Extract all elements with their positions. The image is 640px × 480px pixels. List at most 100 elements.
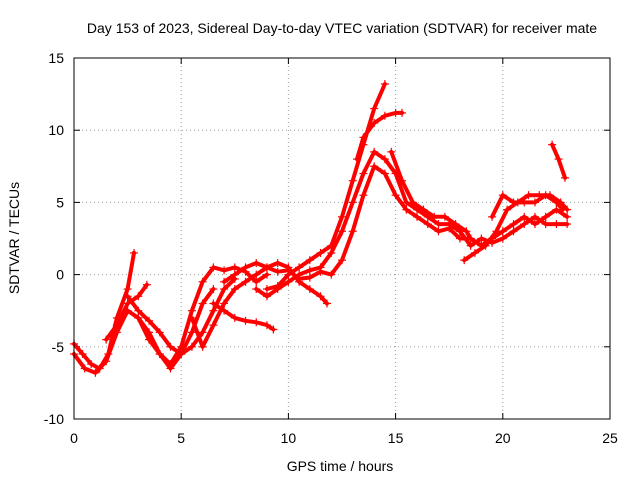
data-point (230, 285, 239, 294)
data-point (252, 318, 261, 327)
data-point (541, 212, 550, 221)
series-track (72, 250, 136, 371)
data-point (295, 270, 304, 279)
data-point (413, 212, 422, 221)
data-point (241, 263, 250, 272)
data-point (327, 241, 336, 250)
data-point (123, 299, 132, 308)
data-point (262, 321, 271, 330)
data-point (552, 220, 561, 229)
data-point (209, 299, 218, 308)
data-point (509, 227, 518, 236)
data-point (398, 108, 407, 117)
data-point (230, 270, 239, 279)
data-point (252, 270, 261, 279)
data-point (370, 118, 379, 127)
plot-frame (73, 57, 611, 420)
data-point (524, 191, 533, 200)
series-track-8 (220, 259, 331, 308)
series-track-14 (488, 191, 567, 221)
data-point (220, 266, 229, 275)
data-point (470, 248, 479, 257)
y-tick-label: 15 (48, 50, 64, 66)
x-tick-label: 10 (281, 430, 297, 446)
data-point (262, 270, 271, 279)
y-tick-label: -10 (44, 411, 64, 427)
data-point (462, 227, 471, 236)
data-point (408, 198, 417, 207)
data-point (316, 263, 325, 272)
series-track-12 (387, 147, 475, 243)
data-point (78, 350, 87, 359)
data-point (220, 277, 229, 286)
data-point (430, 212, 439, 221)
data-point (391, 191, 400, 200)
data-point (348, 176, 357, 185)
series-track (265, 82, 387, 291)
data-point (509, 220, 518, 229)
x-tick-label: 5 (177, 430, 185, 446)
data-point (284, 263, 293, 272)
y-tick-label: -5 (52, 339, 65, 355)
data-point (541, 220, 550, 229)
x-tick-label: 15 (388, 430, 404, 446)
data-point (548, 140, 557, 149)
data-point (230, 313, 239, 322)
data-point (198, 299, 207, 308)
data-point (305, 266, 314, 275)
data-point (530, 220, 539, 229)
data-point (338, 227, 346, 236)
data-point (402, 205, 411, 214)
data-point (284, 277, 293, 286)
data-point (209, 321, 218, 330)
data-point (380, 155, 389, 164)
data-point (230, 263, 239, 272)
data-point (241, 316, 250, 325)
data-point (262, 285, 271, 294)
data-point (541, 191, 550, 200)
data-point (316, 248, 325, 257)
data-point (145, 316, 154, 325)
data-point (563, 220, 572, 229)
data-point (477, 234, 486, 243)
data-point (145, 328, 154, 337)
data-point (423, 220, 432, 229)
series-track-9 (252, 147, 572, 301)
series-track (136, 287, 216, 371)
data-point (104, 350, 113, 359)
data-point (220, 285, 229, 294)
x-tick-label: 20 (495, 430, 511, 446)
data-point (348, 227, 357, 236)
series-track (189, 164, 570, 349)
data-point (305, 256, 314, 265)
data-point (460, 256, 469, 265)
data-point (509, 198, 518, 207)
data-point (353, 155, 362, 164)
data-point (187, 342, 196, 351)
data-point (134, 306, 143, 315)
data-point (273, 282, 282, 291)
data-point (220, 306, 229, 315)
data-point (295, 263, 304, 272)
data-point (123, 292, 132, 301)
data-point (198, 342, 207, 351)
data-point (155, 350, 164, 359)
data-point (130, 248, 139, 257)
data-point (134, 292, 143, 301)
data-point (252, 277, 261, 286)
data-point (209, 306, 218, 315)
data-point (177, 350, 186, 359)
y-tick-label: 5 (56, 194, 64, 210)
data-point (498, 234, 507, 243)
data-point (198, 328, 207, 337)
data-point (520, 220, 529, 229)
chart-title: Day 153 of 2023, Sidereal Day-to-day VTE… (87, 20, 597, 36)
data-point (563, 212, 572, 221)
data-point (338, 212, 346, 221)
x-tick-label: 25 (602, 430, 618, 446)
data-point (305, 273, 314, 282)
data-point (370, 147, 379, 156)
data-point (273, 267, 282, 276)
data-point (387, 147, 396, 156)
series-track-15 (548, 140, 569, 182)
